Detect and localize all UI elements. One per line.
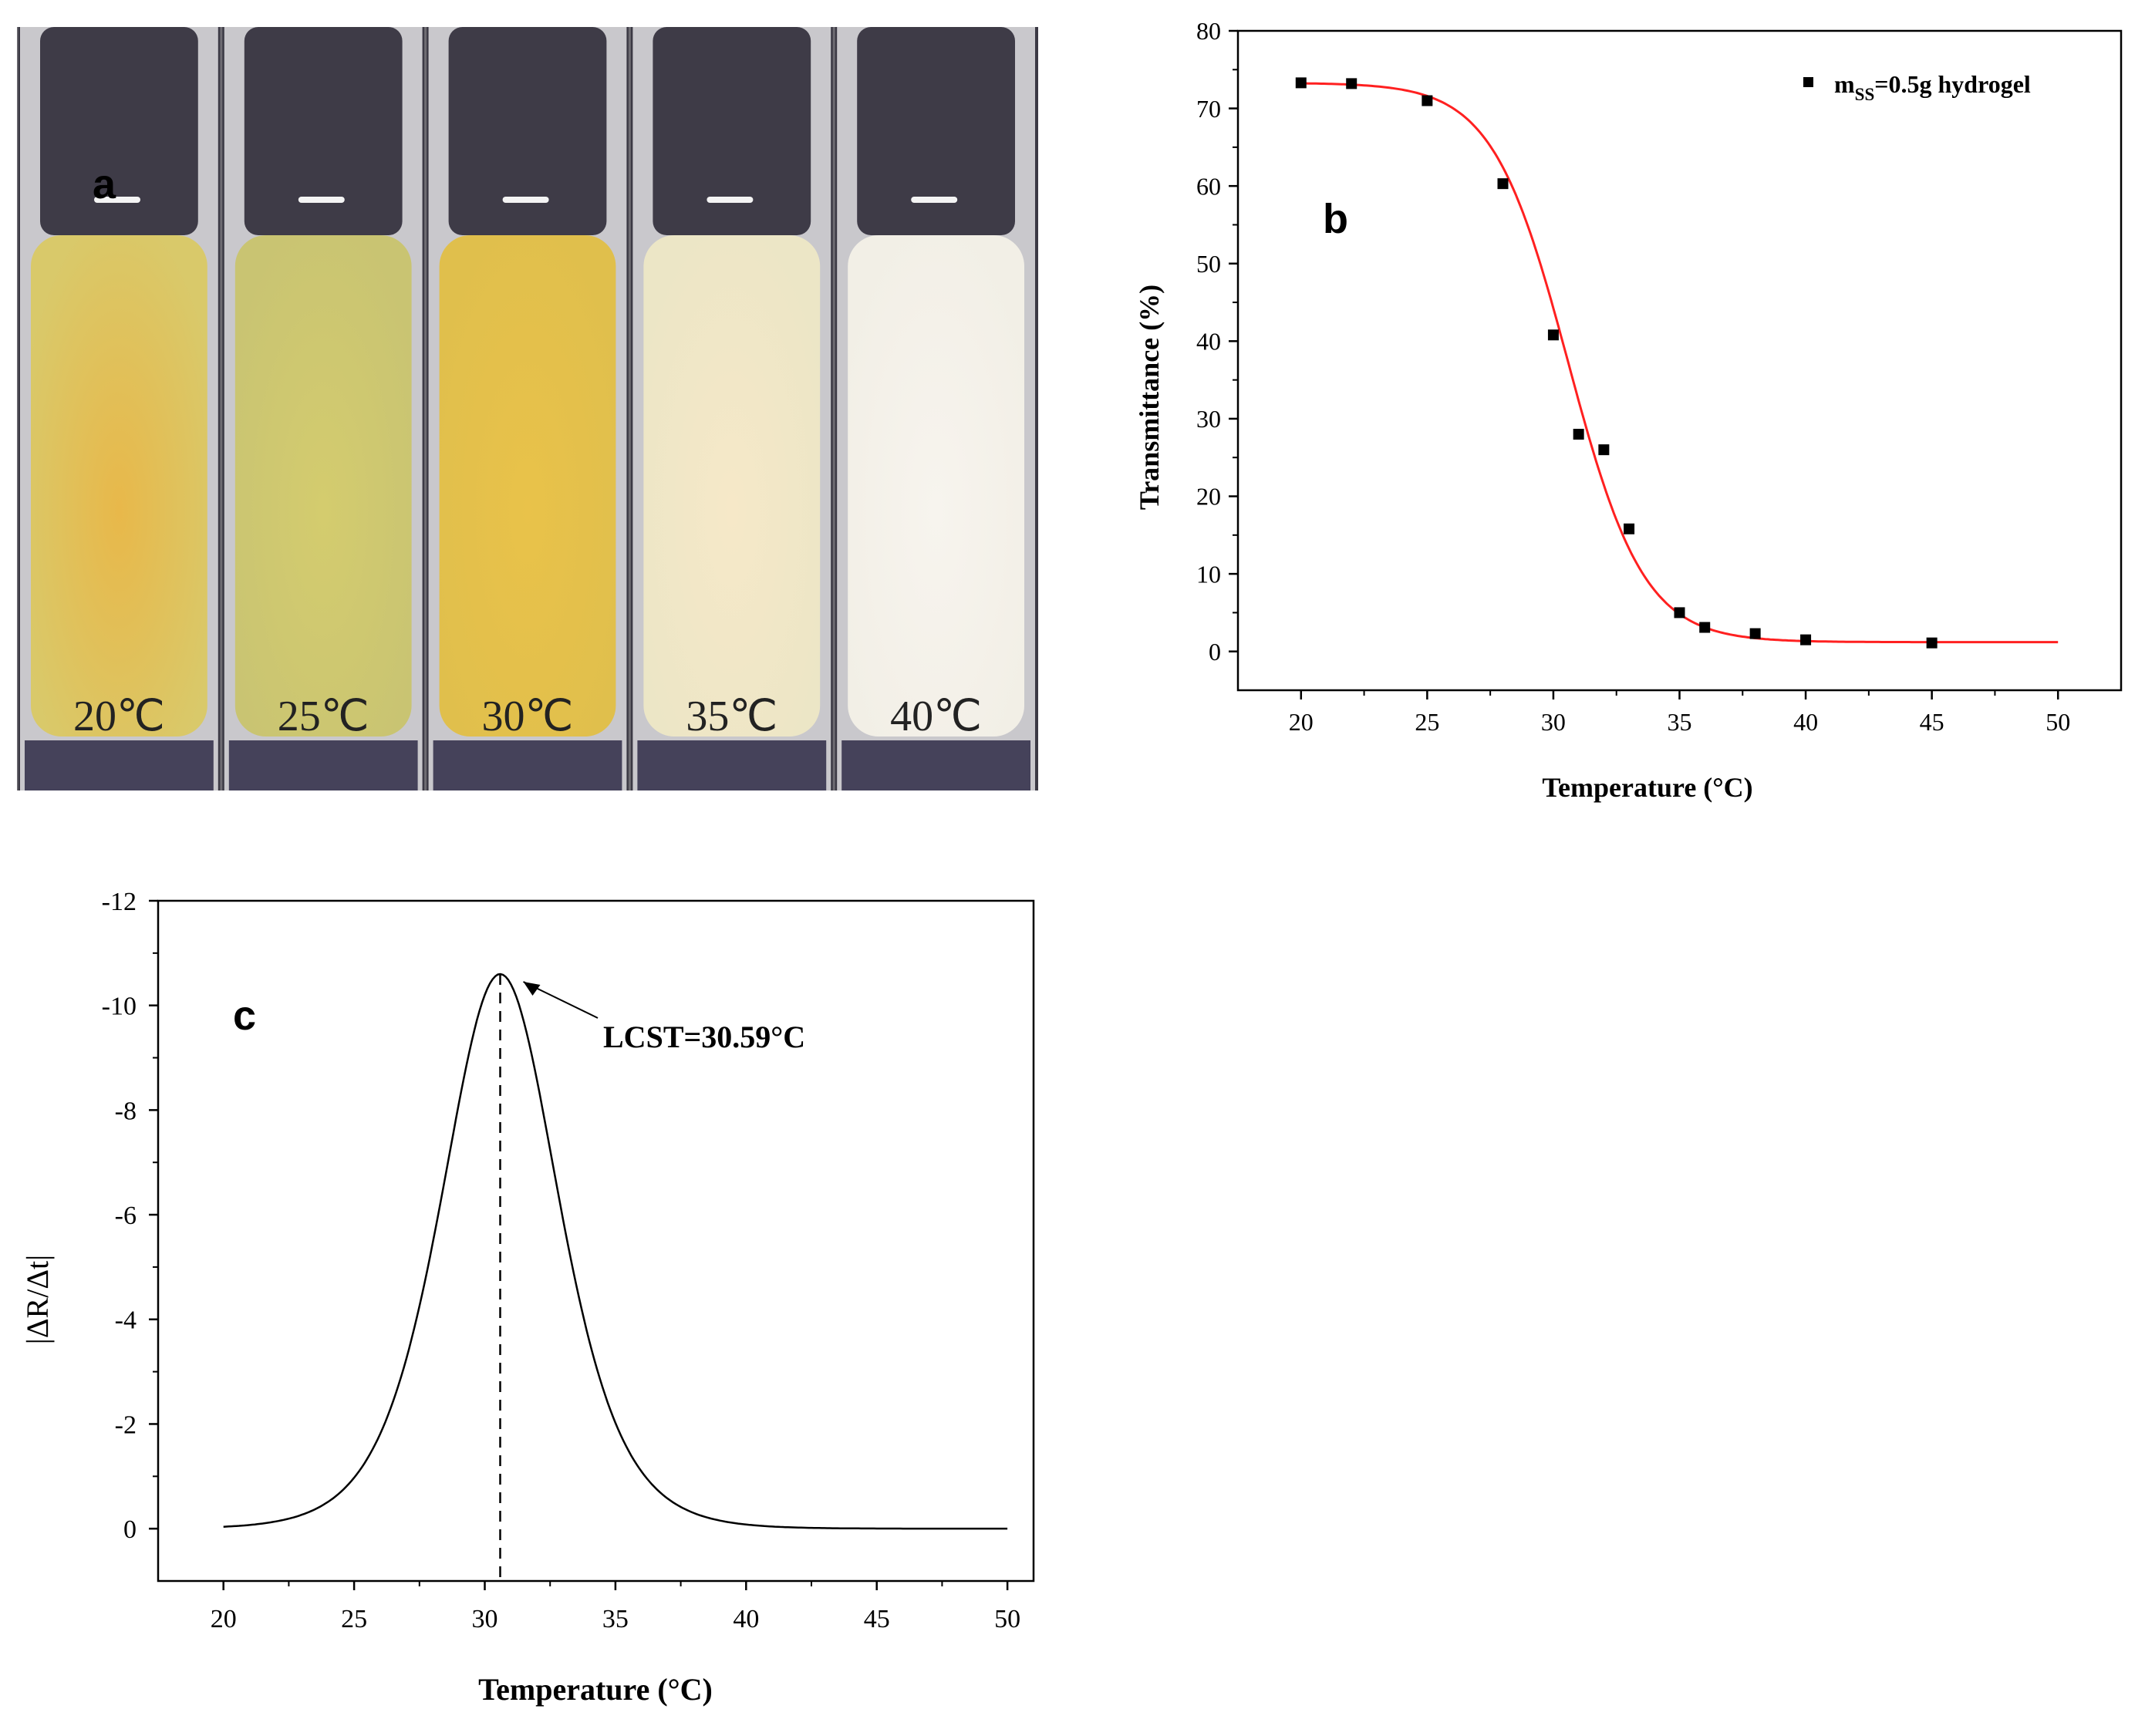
panel-letter-b: b bbox=[1323, 196, 1348, 242]
x-tick-label: 35 bbox=[1668, 708, 1692, 736]
data-point bbox=[1674, 607, 1685, 619]
x-tick-label: 45 bbox=[864, 1605, 890, 1633]
fit-curve bbox=[1300, 82, 2059, 644]
vial-liquid bbox=[643, 235, 821, 737]
vial-base bbox=[228, 740, 418, 790]
lcst-annotation: LCST=30.59°C bbox=[603, 1020, 805, 1054]
vial-3: 30℃ bbox=[424, 27, 627, 790]
vial-liquid bbox=[234, 235, 412, 737]
y-tick-label: 40 bbox=[1196, 328, 1221, 356]
vials-photo: 20℃ 25℃ 30℃ 35℃ 40℃ a bbox=[17, 27, 1038, 790]
panel-letter-a: a bbox=[93, 161, 116, 207]
y-tick-label: -10 bbox=[102, 993, 137, 1021]
y-tick-label: 20 bbox=[1196, 483, 1221, 511]
vial-base bbox=[637, 740, 827, 790]
vials-photo-panel: 20℃ 25℃ 30℃ 35℃ 40℃ a bbox=[17, 27, 1038, 790]
x-axis-label: Temperature (°C) bbox=[1542, 772, 1752, 803]
x-tick-label: 35 bbox=[602, 1605, 629, 1633]
y-tick-label: 0 bbox=[123, 1515, 137, 1544]
legend-label: mSS=0.5g hydrogel bbox=[1834, 70, 2031, 104]
x-tick-label: 50 bbox=[994, 1605, 1020, 1633]
derivative-chart-panel: c Temperature (°C) |ΔR/Δt| LCST=30.59°C … bbox=[0, 871, 1057, 1732]
vial-liquid bbox=[439, 235, 616, 737]
x-axis-label: Temperature (°C) bbox=[478, 1672, 713, 1707]
temperature-label: 30℃ bbox=[482, 693, 574, 740]
vial-base bbox=[433, 740, 622, 790]
meniscus-highlight bbox=[502, 197, 549, 203]
temperature-label: 35℃ bbox=[686, 693, 777, 740]
vial-liquid bbox=[31, 235, 207, 737]
y-tick-label: 70 bbox=[1196, 95, 1221, 123]
derivative-curve bbox=[223, 972, 1008, 1530]
data-point bbox=[1598, 444, 1610, 456]
y-tick-label: -12 bbox=[102, 888, 137, 916]
data-point bbox=[1497, 178, 1509, 190]
panel-letter-c: c bbox=[233, 993, 256, 1039]
legend-marker bbox=[1803, 77, 1813, 87]
vial-4: 35℃ bbox=[628, 27, 831, 790]
x-tick-label: 40 bbox=[1793, 708, 1818, 736]
data-point bbox=[1800, 634, 1812, 646]
derivative-chart: c Temperature (°C) |ΔR/Δt| LCST=30.59°C … bbox=[20, 888, 1035, 1707]
x-tick-label: 40 bbox=[733, 1605, 759, 1633]
y-axis-label: |ΔR/Δt| bbox=[20, 1255, 55, 1344]
meniscus-highlight bbox=[298, 197, 345, 203]
meniscus-highlight bbox=[707, 197, 754, 203]
vial-headspace bbox=[857, 27, 1015, 235]
x-tick-label: 30 bbox=[472, 1605, 498, 1633]
legend: mSS=0.5g hydrogel bbox=[1803, 70, 2031, 104]
vial-headspace bbox=[40, 27, 198, 235]
temperature-label: 40℃ bbox=[890, 693, 982, 740]
x-tick-label: 30 bbox=[1541, 708, 1566, 736]
vial-5: 40℃ bbox=[832, 27, 1035, 790]
temperature-label: 20℃ bbox=[73, 693, 165, 740]
y-tick-label: -8 bbox=[115, 1097, 137, 1125]
x-tick-label: 25 bbox=[1415, 708, 1439, 736]
y-tick-label: 30 bbox=[1196, 405, 1221, 433]
meniscus-highlight bbox=[911, 197, 958, 203]
y-axis-label: Transmittance (%) bbox=[1134, 285, 1165, 510]
annotation-arrowhead bbox=[523, 981, 541, 996]
data-point bbox=[1749, 628, 1761, 639]
meniscus-highlight bbox=[94, 197, 140, 203]
data-point bbox=[1573, 429, 1584, 440]
data-point bbox=[1926, 637, 1938, 649]
x-tick-label: 25 bbox=[341, 1605, 367, 1633]
data-point bbox=[1346, 78, 1357, 89]
vial-headspace bbox=[448, 27, 607, 235]
y-tick-label: 10 bbox=[1196, 560, 1221, 588]
x-tick-label: 20 bbox=[1289, 708, 1314, 736]
y-tick-label: -2 bbox=[115, 1411, 137, 1439]
vial-headspace bbox=[653, 27, 811, 235]
y-tick-label: 60 bbox=[1196, 172, 1221, 200]
vial-liquid bbox=[848, 235, 1024, 737]
data-point bbox=[1295, 77, 1307, 89]
data-point bbox=[1624, 523, 1635, 534]
vial-base bbox=[25, 740, 214, 790]
plot-frame bbox=[1236, 29, 2123, 692]
data-point bbox=[1699, 622, 1711, 633]
vial-base bbox=[841, 740, 1030, 790]
vial-headspace bbox=[244, 27, 403, 235]
transmittance-chart: b Temperature (°C) Transmittance (%) mSS… bbox=[1134, 17, 2123, 803]
y-tick-label: 50 bbox=[1196, 250, 1221, 278]
vial-2: 25℃ bbox=[220, 27, 423, 790]
x-tick-label: 45 bbox=[1920, 708, 1944, 736]
y-tick-label: -6 bbox=[115, 1202, 137, 1230]
y-tick-label: -4 bbox=[115, 1306, 137, 1335]
x-tick-label: 50 bbox=[2046, 708, 2070, 736]
data-point bbox=[1547, 329, 1559, 341]
data-point bbox=[1422, 95, 1433, 106]
vial-1: 20℃ bbox=[17, 27, 218, 790]
plot-frame bbox=[157, 899, 1035, 1583]
temperature-label: 25℃ bbox=[278, 693, 369, 740]
x-tick-label: 20 bbox=[211, 1605, 237, 1633]
y-tick-label: 0 bbox=[1209, 638, 1221, 666]
transmittance-chart-panel: b Temperature (°C) Transmittance (%) mSS… bbox=[1126, 0, 2145, 817]
y-tick-label: 80 bbox=[1196, 17, 1221, 45]
